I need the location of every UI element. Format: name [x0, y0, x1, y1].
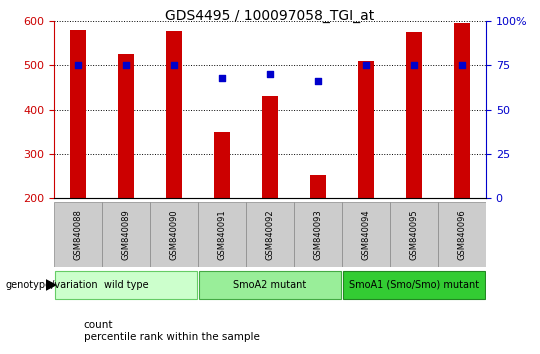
- Text: GDS4495 / 100097058_TGI_at: GDS4495 / 100097058_TGI_at: [165, 9, 375, 23]
- Text: percentile rank within the sample: percentile rank within the sample: [84, 332, 260, 342]
- Text: GSM840090: GSM840090: [170, 209, 179, 260]
- Point: [314, 79, 322, 84]
- Text: SmoA1 (Smo/Smo) mutant: SmoA1 (Smo/Smo) mutant: [349, 280, 479, 290]
- Text: GSM840096: GSM840096: [457, 209, 467, 260]
- FancyBboxPatch shape: [151, 202, 198, 267]
- Bar: [309, 175, 326, 198]
- Bar: [454, 23, 470, 198]
- Polygon shape: [46, 280, 56, 290]
- Text: GSM840093: GSM840093: [314, 209, 322, 260]
- Point: [170, 63, 178, 68]
- Text: GSM840094: GSM840094: [361, 209, 370, 260]
- Point: [410, 63, 418, 68]
- FancyBboxPatch shape: [246, 202, 294, 267]
- Text: count: count: [84, 320, 113, 330]
- FancyBboxPatch shape: [56, 271, 197, 299]
- Point: [73, 63, 82, 68]
- Bar: [118, 55, 134, 198]
- Text: SmoA2 mutant: SmoA2 mutant: [233, 280, 307, 290]
- FancyBboxPatch shape: [294, 202, 341, 267]
- Text: genotype/variation: genotype/variation: [5, 280, 98, 290]
- FancyBboxPatch shape: [343, 271, 484, 299]
- FancyBboxPatch shape: [199, 202, 246, 267]
- Text: GSM840091: GSM840091: [218, 209, 226, 260]
- Bar: [214, 132, 231, 198]
- FancyBboxPatch shape: [342, 202, 389, 267]
- Bar: [261, 96, 279, 198]
- Bar: [406, 32, 422, 198]
- FancyBboxPatch shape: [103, 202, 150, 267]
- Text: GSM840089: GSM840089: [122, 209, 131, 260]
- Point: [218, 75, 226, 81]
- Bar: [357, 61, 374, 198]
- Point: [122, 63, 130, 68]
- FancyBboxPatch shape: [199, 271, 341, 299]
- Text: GSM840092: GSM840092: [266, 209, 274, 260]
- Point: [458, 63, 467, 68]
- Point: [362, 63, 370, 68]
- Text: wild type: wild type: [104, 280, 148, 290]
- Bar: [70, 30, 86, 198]
- Text: GSM840088: GSM840088: [73, 209, 83, 260]
- Bar: [166, 31, 183, 198]
- FancyBboxPatch shape: [390, 202, 437, 267]
- Point: [266, 72, 274, 77]
- Text: GSM840095: GSM840095: [409, 209, 418, 260]
- FancyBboxPatch shape: [55, 202, 102, 267]
- FancyBboxPatch shape: [438, 202, 485, 267]
